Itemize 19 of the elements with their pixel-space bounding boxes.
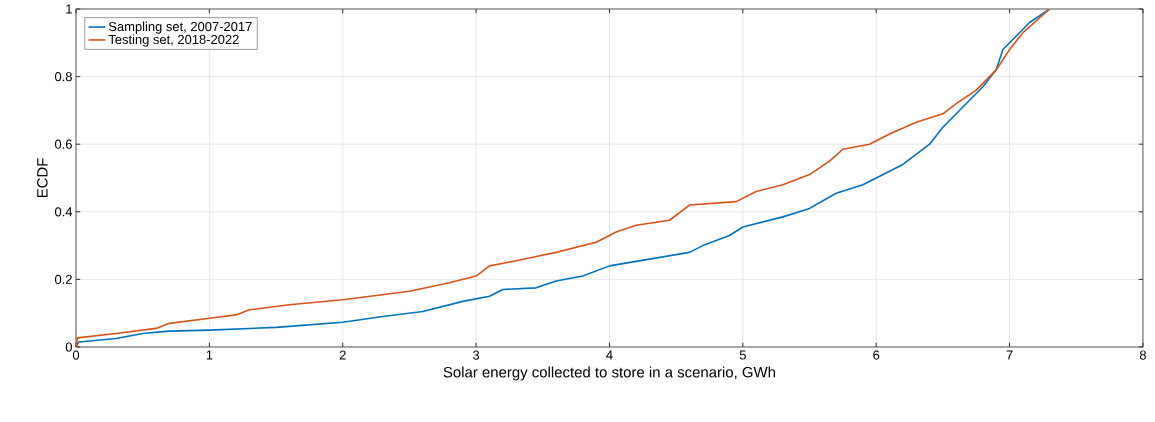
y-tick-label: 0.2 [54,274,72,284]
y-tick-label: 0 [65,342,72,352]
x-tick-label: 1 [206,350,213,360]
y-axis-title: ECDF [37,158,48,198]
y-tick-label: 1 [66,4,72,14]
x-tick-label: 7 [1006,350,1013,360]
x-tick-label: 3 [473,350,480,360]
x-tick-label: 8 [1139,350,1146,360]
y-tick-label: 0.8 [54,72,72,82]
legend-label: Testing set, 2018-2022 [108,34,239,47]
x-tick-label: 4 [606,350,613,360]
y-tick-label: 0.6 [54,139,72,149]
y-tick-label: 0.4 [54,207,73,217]
x-tick-label: 5 [739,350,746,360]
x-tick-label: 2 [339,350,346,360]
legend-label: Sampling set, 2007-2017 [108,21,252,34]
x-tick-label: 0 [72,350,80,360]
x-tick-label: 6 [873,350,880,360]
x-axis-title: Solar energy collected to store in a scenario, GWh [443,366,775,381]
